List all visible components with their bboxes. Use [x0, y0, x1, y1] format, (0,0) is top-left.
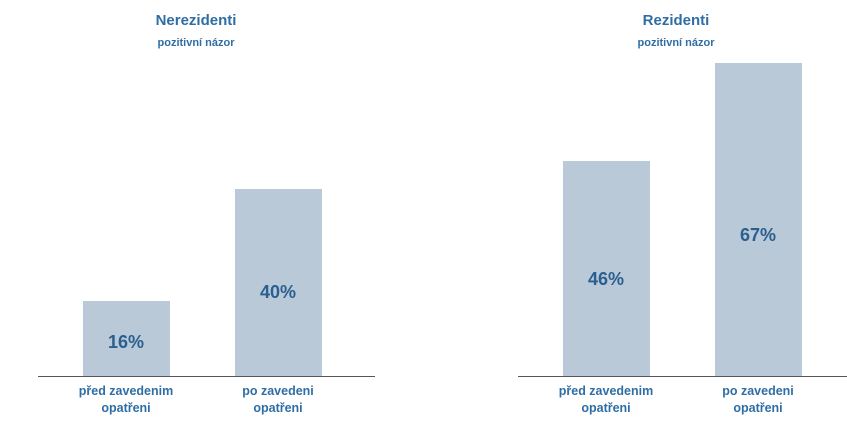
chart-subtitle: pozitivní názor [157, 37, 235, 49]
baseline [518, 376, 847, 377]
x-tick-label: před zavedenim opatřeni [558, 384, 654, 415]
value-label: 40% [259, 281, 297, 302]
value-label: 46% [587, 269, 625, 290]
x-tick-label: před zavedenim opatřeni [78, 384, 174, 415]
bar [82, 301, 170, 376]
bar [562, 161, 650, 376]
x-tick-label: po zavedeni opatřeni [242, 384, 314, 415]
chart-subtitle: pozitivní názor [637, 37, 715, 49]
x-tick-label: po zavedeni opatřeni [722, 384, 794, 415]
chart-title: Rezidenti [642, 12, 710, 29]
value-label: 16% [107, 332, 145, 353]
bar [234, 189, 322, 376]
chart-title: Nerezidenti [155, 12, 237, 29]
bar [714, 63, 802, 376]
value-label: 67% [739, 225, 777, 246]
baseline [38, 376, 375, 377]
